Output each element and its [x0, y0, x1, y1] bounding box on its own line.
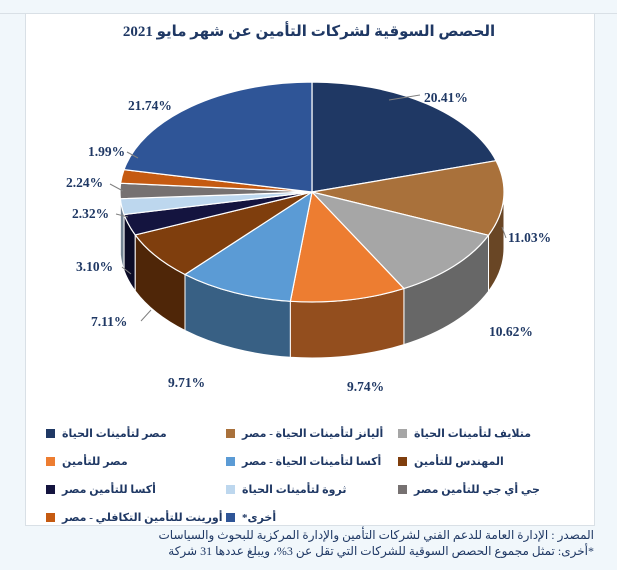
legend-label: جي أي جي للتأمين مصر [414, 483, 540, 496]
legend-label: أكسا لتأمينات الحياة - مصر [242, 455, 382, 468]
legend-item-4: أكسا لتأمينات الحياة - مصر [226, 447, 398, 475]
legend-swatch [398, 428, 407, 438]
legend-label: ثروة لتأمينات الحياة [242, 483, 347, 496]
footer-source: المصدر : الإدارة العامة للدعم الفني لشرك… [158, 528, 594, 542]
legend-label: مصر للتأمين [62, 455, 128, 468]
legend-swatch [46, 484, 55, 494]
slice-label-0: 20.41% [424, 90, 468, 105]
slice-leader-line [109, 183, 124, 192]
legend-swatch [226, 512, 235, 522]
footer-note: *أخرى: تمثل مجموع الحصص السوقية للشركات … [168, 544, 594, 558]
legend-item-6: أكسا للتأمين مصر [46, 475, 226, 503]
legend-swatch [226, 456, 235, 466]
legend-label: متلايف لتأمينات الحياة [414, 427, 532, 440]
slice-label-6: 3.10% [76, 259, 113, 274]
legend: مصر لتأمينات الحياة أليانز لتأمينات الحيا… [46, 419, 586, 531]
slice-label-1: 11.03% [508, 230, 551, 245]
slice-label-7: 2.32% [72, 206, 109, 221]
legend-label: مصر لتأمينات الحياة [62, 427, 167, 440]
footer: المصدر : الإدارة العامة للدعم الفني لشرك… [34, 527, 594, 559]
legend-item-9: أورينت للتأمين التكافلي - مصر [46, 503, 226, 531]
legend-swatch [226, 484, 235, 494]
slice-label-5: 7.11% [91, 314, 127, 329]
slice-label-8: 2.24% [66, 175, 103, 190]
legend-label: أخرى* [242, 511, 277, 524]
legend-label: أورينت للتأمين التكافلي - مصر [62, 511, 223, 524]
legend-swatch [398, 484, 407, 494]
legend-item-2: متلايف لتأمينات الحياة [398, 419, 586, 447]
slice-leader-line [501, 226, 507, 239]
slice-label-9: 1.99% [88, 144, 125, 159]
slice-label-10: 21.74% [128, 98, 172, 113]
legend-item-8: جي أي جي للتأمين مصر [398, 475, 586, 503]
legend-item-0: مصر لتأمينات الحياة [46, 419, 226, 447]
legend-swatch [46, 428, 55, 438]
pie-slice-3 [289, 191, 405, 303]
pie-slice-4 [184, 191, 313, 302]
slice-leader-line [388, 94, 421, 101]
legend-swatch [46, 456, 55, 466]
legend-label: المهندس للتأمين [414, 455, 504, 468]
legend-swatch [398, 456, 407, 466]
page-title: الحصص السوقية لشركات التأمين عن شهر مايو… [122, 24, 496, 40]
legend-swatch [46, 512, 55, 522]
pie-slice-1 [311, 160, 505, 236]
slice-label-4: 9.71% [168, 375, 205, 390]
slice-label-2: 10.62% [489, 324, 533, 339]
slice-leader-line [115, 213, 129, 218]
slice-leader-line [140, 309, 152, 322]
legend-item-10: أخرى* [226, 503, 398, 531]
legend-item-3: مصر للتأمين [46, 447, 226, 475]
slice-leader-line [126, 151, 139, 159]
legend-swatch [226, 428, 235, 438]
legend-label: أليانز لتأمينات الحياة - مصر [242, 427, 384, 440]
legend-item-7: ثروة لتأمينات الحياة [226, 475, 398, 503]
slice-leader-line [121, 266, 132, 275]
slice-label-3: 9.74% [347, 379, 384, 394]
legend-label: أكسا للتأمين مصر [62, 483, 156, 496]
pie-slice-0 [311, 81, 497, 193]
legend-item-5: المهندس للتأمين [398, 447, 586, 475]
pie-slice-10 [123, 81, 313, 193]
pie-slice-2 [311, 191, 490, 290]
legend-item-1: أليانز لتأمينات الحياة - مصر [226, 419, 398, 447]
